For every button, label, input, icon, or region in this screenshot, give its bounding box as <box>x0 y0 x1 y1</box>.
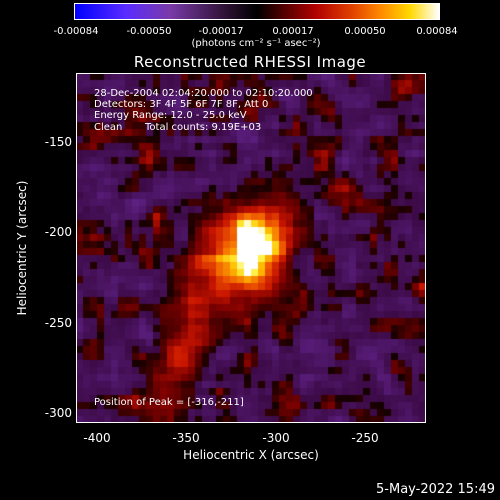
y-tick-label: -250 <box>44 316 72 330</box>
colorbar-gradient <box>75 4 439 19</box>
y-axis-label: Heliocentric Y (arcsec) <box>15 180 29 316</box>
total-counts-text: Total counts: 9.19E+03 <box>145 122 262 133</box>
colorbar-tick: 0.00050 <box>344 26 386 37</box>
colorbar-tick: -0.00017 <box>198 26 244 37</box>
intensity-map <box>76 73 426 423</box>
y-tick-label: -150 <box>44 135 72 149</box>
x-tick-label: -350 <box>172 431 200 445</box>
x-tick-label: -250 <box>351 431 379 445</box>
colorbar-tick: -0.00084 <box>53 26 99 37</box>
x-tick-label: -300 <box>262 431 290 445</box>
image-title: Reconstructed RHESSI Image <box>133 53 367 71</box>
colorbar <box>74 3 440 20</box>
time-range-text: 28-Dec-2004 02:04:20.000 to 02:10:20.000 <box>94 88 313 99</box>
y-tick-label: -200 <box>44 225 72 239</box>
energy-range-text: Energy Range: 12.0 - 25.0 keV <box>94 110 247 121</box>
detectors-text: Detectors: 3F 4F 5F 6F 7F 8F, Att 0 <box>94 99 269 110</box>
colorbar-unit-label: (photons cm⁻² s⁻¹ asec⁻²) <box>191 38 321 49</box>
footer-date: 5-May-2022 15:49 <box>376 482 495 497</box>
y-tick-label: -300 <box>44 406 72 420</box>
rhessi-image <box>76 73 426 423</box>
plot-frame <box>76 73 426 423</box>
colorbar-tick: -0.00050 <box>126 26 172 37</box>
method-text: Clean <box>94 122 123 133</box>
x-tick-label: -400 <box>83 431 111 445</box>
peak-position-text: Position of Peak = [-316,-211] <box>94 397 244 408</box>
x-axis-label: Heliocentric X (arcsec) <box>183 448 319 462</box>
colorbar-tick: 0.00017 <box>272 26 314 37</box>
colorbar-tick: 0.00084 <box>416 26 458 37</box>
